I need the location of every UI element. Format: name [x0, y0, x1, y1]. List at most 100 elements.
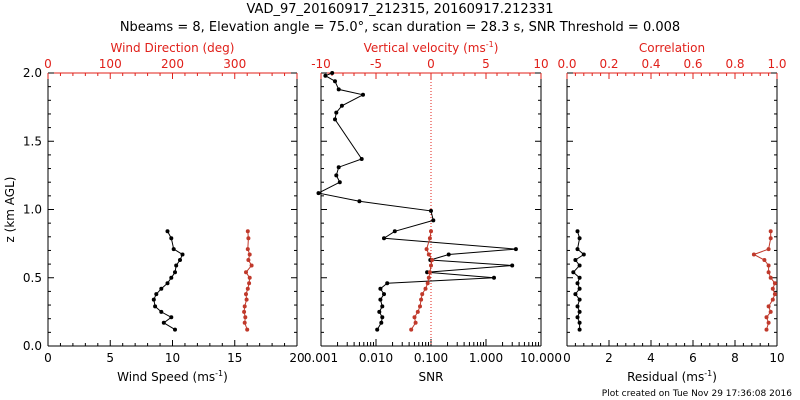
- panel-1-series-0-line: [316, 72, 516, 330]
- panel-1-series-0-point: [330, 71, 335, 75]
- panel-1-series-1-point: [430, 258, 435, 262]
- bottom-axis-label-superscript: -1: [215, 369, 223, 378]
- panel-0-series-1-point: [246, 258, 251, 262]
- bottom-tick-label: 15: [227, 351, 242, 365]
- panel-2-series-0-point: [577, 327, 582, 332]
- panel-1-series-1-point: [429, 229, 433, 234]
- panel-0-series-1-point: [245, 286, 250, 291]
- top-axis-label-text-end: ): [494, 41, 499, 55]
- panel-1-series-1-point: [412, 315, 417, 320]
- bottom-tick-label: 6: [689, 351, 697, 365]
- panel-2-series-1-point: [770, 286, 775, 291]
- panel-1-series-1-point: [427, 236, 432, 241]
- panel-2-series-0-point: [573, 292, 578, 297]
- panel-1-series-1-point: [424, 247, 429, 252]
- panel-1-series-0-point: [446, 252, 451, 257]
- bottom-axis-label: Residual (ms-1): [627, 369, 717, 384]
- panel-0-series-1-point: [247, 252, 252, 257]
- panel-1-series-0-point: [316, 191, 321, 196]
- panel-1-series-1-point: [418, 304, 422, 309]
- panel-1-series-0-point: [429, 208, 433, 213]
- panel-2-series-1-point: [770, 297, 775, 302]
- panel-0-series-1-point: [242, 309, 247, 314]
- bottom-tick-label: 2: [605, 351, 613, 365]
- title-line-2: Nbeams = 8, Elevation angle = 75.0°, sca…: [120, 20, 680, 35]
- panel-2-series-0-point: [577, 286, 582, 291]
- panel-0-series-0-point: [174, 263, 179, 268]
- panel-2-series-1-point: [762, 258, 767, 262]
- bottom-tick-label: 1.000: [469, 351, 503, 365]
- panel-2-series-1-point: [766, 270, 771, 275]
- top-tick-label: -10: [311, 57, 331, 71]
- panel-1-series-1-line: [410, 231, 433, 330]
- panel-2-series-0-point: [577, 297, 582, 302]
- panel-2-series-0-point: [575, 315, 580, 320]
- panel-1-series-0-point: [425, 270, 430, 275]
- panel-2-series-1-point: [768, 275, 773, 280]
- bottom-tick-label: 8: [731, 351, 739, 365]
- panel-0-series-0-point: [171, 247, 176, 252]
- panel-1-series-1-point: [429, 263, 433, 268]
- panel-0-series-0-point: [161, 320, 166, 325]
- panel-1-series-0-point: [431, 218, 436, 223]
- panel-1-series-0-point: [336, 165, 341, 170]
- panel-0-series-1-point: [243, 315, 248, 320]
- panel-2-series-0-point: [577, 320, 582, 325]
- panel-0-series-1-point: [242, 304, 247, 309]
- panel-1-series-0-point: [375, 327, 380, 332]
- panel-2-series-1-point: [766, 263, 771, 268]
- y-tick-label: 1.5: [23, 134, 42, 148]
- panel-2-series-0-point: [571, 270, 576, 275]
- panel-0-series-1-point: [242, 320, 247, 325]
- panel-2-series-1-point: [764, 327, 769, 332]
- panel-1-series-0-point: [380, 304, 385, 309]
- top-tick-label: 0.2: [599, 57, 618, 71]
- top-tick-label: 0: [44, 57, 52, 71]
- y-axis-label: z (km AGL): [3, 177, 17, 243]
- bottom-tick-label: 0.010: [359, 351, 393, 365]
- panel-0-series-0-point: [165, 281, 170, 286]
- panel-0-series-1-line: [243, 231, 253, 330]
- bottom-axis-label: SNR: [419, 370, 444, 384]
- panel-0-series-0-point: [169, 275, 174, 280]
- panel-1-series-0-point: [333, 79, 337, 84]
- panel-1-series-0-point: [336, 87, 341, 92]
- panel-2-series-0-point: [575, 304, 580, 309]
- panel-1-series-0-point: [510, 263, 515, 268]
- panel-0-series-1-point: [244, 270, 248, 275]
- panel-1-series-1-point: [409, 327, 414, 332]
- panel-2-series-1-point: [768, 309, 773, 314]
- bottom-axis-label-text-end: ): [223, 370, 228, 384]
- bottom-tick-label: 0: [563, 351, 571, 365]
- panel-0-series-0-point: [173, 327, 177, 332]
- top-tick-label: 10: [533, 57, 548, 71]
- bottom-tick-label: 5: [106, 351, 114, 365]
- top-axis-label-superscript: -1: [486, 40, 494, 49]
- panel-2-series-0-point: [577, 263, 582, 268]
- panel-0-series-1-point: [247, 281, 252, 286]
- panel-2-series-0-point: [581, 252, 586, 257]
- bottom-tick-label: 20: [289, 351, 304, 365]
- panel-1-series-0-point: [392, 229, 397, 234]
- top-axis-label-text: Vertical velocity (ms: [364, 41, 486, 55]
- panel-1-series-0-point: [334, 173, 339, 178]
- panel-1-series-0-point: [334, 110, 339, 115]
- panel-2-series-1-point: [764, 315, 769, 320]
- panel-2-series-0-point: [575, 247, 580, 252]
- top-axis-label: Correlation: [639, 41, 705, 55]
- top-tick-label: 0.0: [557, 57, 576, 71]
- panel-2-series-1-point: [766, 304, 771, 309]
- panel-2-series-1-point: [751, 252, 756, 257]
- panel-1-series-1-point: [420, 292, 425, 297]
- title-line-1: VAD_97_20160917_212315, 20160917.212331: [247, 2, 554, 17]
- panel-0-series-1-point: [244, 292, 248, 297]
- top-tick-label: 0.4: [641, 57, 660, 71]
- panel-1-series-0-point: [361, 92, 365, 97]
- panel-0-series-0-point: [165, 229, 170, 234]
- panel-2-series-1-point: [766, 247, 771, 252]
- top-tick-label: -5: [370, 57, 382, 71]
- y-tick-label: 1.0: [23, 203, 42, 217]
- top-tick-label: 0: [427, 57, 435, 71]
- panel-0-series-0-point: [178, 258, 182, 262]
